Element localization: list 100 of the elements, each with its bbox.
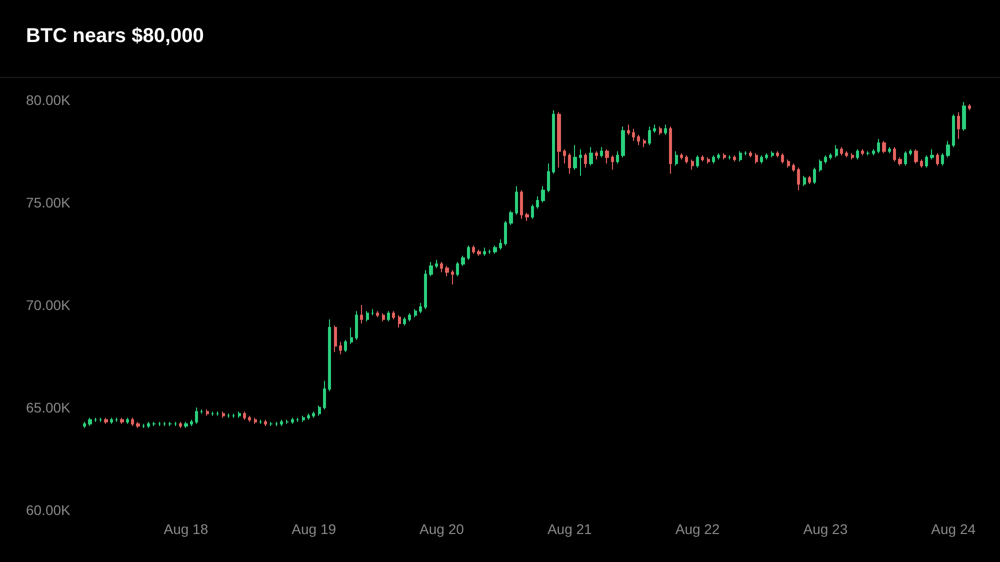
candlestick	[685, 154, 688, 164]
candlestick	[579, 148, 582, 176]
candlestick	[88, 417, 92, 426]
candlestick	[254, 417, 257, 424]
candlestick	[339, 341, 342, 355]
y-tick-label: 80.00K	[26, 92, 72, 108]
candlestick	[573, 144, 577, 170]
candlestick	[691, 158, 694, 170]
candlestick	[675, 150, 678, 166]
candlestick	[483, 247, 486, 256]
candlestick	[184, 421, 188, 428]
candlestick	[307, 413, 310, 420]
candlestick	[632, 128, 635, 142]
candlestick	[398, 314, 401, 328]
candlestick	[371, 308, 374, 316]
candlestick	[515, 186, 518, 216]
candlestick	[627, 124, 630, 136]
candlestick	[403, 316, 406, 326]
candlestick	[787, 158, 790, 168]
candlestick	[898, 156, 902, 166]
candlestick	[414, 308, 417, 318]
candlestick	[653, 124, 656, 134]
candlestick	[493, 245, 497, 254]
candlestick	[605, 148, 609, 164]
candlestick	[755, 152, 758, 164]
candlestick	[360, 304, 363, 324]
candlestick	[765, 152, 768, 160]
candlestick	[595, 150, 598, 160]
candlestick	[509, 210, 513, 226]
candlestick	[472, 245, 475, 254]
candlestick	[829, 152, 832, 160]
candlestick	[392, 310, 395, 320]
candlestick	[925, 154, 928, 168]
candlestick	[152, 421, 156, 426]
candlestick	[621, 126, 625, 158]
candlestick	[536, 196, 539, 210]
candlestick	[717, 152, 720, 160]
candlestick	[387, 310, 390, 322]
candlestick	[664, 124, 667, 136]
candlestick	[888, 146, 891, 154]
candlestick	[312, 411, 315, 418]
candlestick	[712, 154, 715, 164]
candlestick	[136, 421, 140, 428]
candlestick	[83, 421, 86, 428]
candlestick	[749, 150, 752, 158]
candlestick	[525, 212, 529, 222]
candlestick	[616, 150, 619, 164]
candlestick	[882, 140, 886, 154]
candlestick	[557, 112, 561, 168]
x-tick-label: Aug 18	[164, 521, 208, 537]
candlestick	[813, 167, 816, 185]
candlestick	[723, 152, 726, 160]
x-tick-label: Aug 23	[803, 521, 848, 537]
candlestick	[222, 411, 225, 418]
candlestick	[456, 261, 459, 277]
candlestick	[190, 419, 193, 426]
candlestick	[936, 152, 939, 166]
candlestick	[851, 152, 854, 160]
candlestick	[877, 138, 880, 154]
candlestick	[195, 407, 198, 424]
candlestick	[872, 148, 875, 156]
candlestick	[835, 144, 838, 158]
candlestick	[440, 261, 443, 273]
candlestick	[648, 126, 651, 146]
candlestick	[589, 146, 593, 166]
candlestick	[110, 417, 113, 424]
candlestick	[797, 167, 800, 191]
x-tick-label: Aug 19	[292, 521, 336, 537]
candlestick	[318, 404, 321, 416]
candlestick	[792, 163, 795, 172]
candlestick	[131, 417, 134, 426]
candlestick	[968, 104, 971, 111]
candlestick	[760, 154, 763, 164]
y-tick-label: 70.00K	[26, 297, 72, 313]
candlestick	[291, 417, 294, 424]
candlestick	[302, 415, 305, 422]
candlestick	[168, 421, 172, 426]
y-tick-label: 60.00K	[26, 502, 72, 518]
candlestick	[419, 302, 422, 314]
candlestick	[376, 310, 379, 318]
candlestick	[701, 154, 704, 162]
candlestick	[669, 126, 672, 174]
candlestick	[344, 339, 347, 353]
candlestick	[429, 261, 433, 277]
chart-title: BTC nears $80,000	[26, 25, 204, 48]
x-tick-label: Aug 20	[420, 521, 464, 537]
candlestick	[856, 148, 859, 160]
candlestick	[126, 417, 129, 424]
y-tick-label: 65.00K	[26, 400, 72, 416]
candlestick	[808, 175, 811, 185]
candlestick	[504, 220, 507, 246]
candlestick	[659, 126, 662, 136]
candlestick	[957, 112, 960, 140]
candlestick	[477, 249, 481, 256]
candlestick	[914, 148, 918, 164]
candlestick	[771, 150, 774, 158]
candlestick	[552, 110, 555, 174]
candlestick	[600, 146, 603, 158]
candlestick	[243, 411, 246, 420]
candlestick	[584, 152, 587, 168]
